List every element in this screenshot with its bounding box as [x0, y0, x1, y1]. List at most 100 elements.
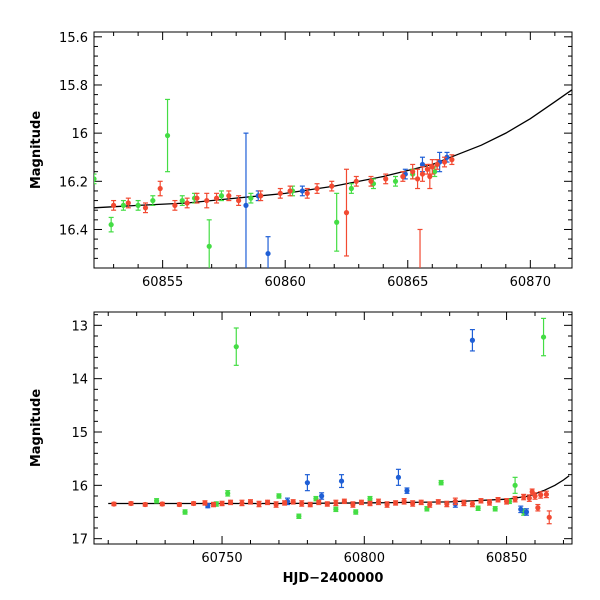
data-point — [210, 501, 217, 508]
data-point — [324, 501, 330, 507]
data-point — [176, 501, 182, 508]
data-point — [334, 219, 340, 225]
data-point — [190, 500, 197, 507]
data-point — [206, 243, 212, 249]
y-tick-label: 17 — [71, 533, 88, 548]
y-tick-label: 16.4 — [59, 223, 88, 238]
data-point — [108, 222, 114, 228]
y-tick-label: 15.8 — [59, 79, 88, 94]
data-point — [239, 500, 245, 506]
data-point — [264, 499, 271, 505]
y-tick-label: 14 — [71, 373, 88, 388]
data-point — [316, 499, 322, 505]
data-point — [523, 509, 530, 515]
data-point — [329, 183, 335, 189]
data-point — [512, 482, 518, 488]
data-point — [142, 501, 148, 508]
data-point — [367, 496, 373, 502]
data-point — [419, 171, 426, 177]
data-point — [258, 193, 264, 199]
data-point — [287, 188, 293, 194]
data-point — [478, 498, 484, 504]
data-point — [475, 505, 481, 511]
data-point — [304, 480, 310, 486]
data-point — [247, 499, 254, 505]
data-point — [125, 200, 131, 206]
data-point — [521, 494, 527, 500]
series-1 — [153, 317, 547, 520]
data-point — [159, 501, 165, 507]
data-point — [540, 334, 547, 340]
data-point — [243, 202, 249, 208]
y-tick-label: 16 — [71, 479, 88, 494]
data-point — [503, 498, 510, 504]
data-point — [338, 478, 345, 484]
data-point — [182, 509, 188, 515]
data-point — [424, 166, 430, 172]
data-point — [333, 506, 339, 512]
data-point — [432, 169, 438, 175]
x-tick-label: 60800 — [344, 551, 385, 566]
data-point — [395, 474, 402, 480]
data-point — [319, 493, 325, 499]
data-point — [404, 488, 410, 494]
data-point — [172, 202, 178, 208]
data-point — [435, 499, 441, 505]
plot-area — [108, 317, 570, 525]
data-point — [236, 197, 242, 204]
data-point — [368, 178, 374, 184]
data-point — [204, 197, 210, 204]
data-point — [226, 193, 232, 199]
data-point — [348, 185, 354, 192]
x-tick-label: 60865 — [387, 275, 428, 290]
data-point — [135, 202, 141, 208]
data-point — [277, 190, 283, 196]
data-point — [213, 195, 220, 201]
data-point — [179, 197, 185, 204]
data-point — [427, 173, 433, 180]
data-point — [410, 169, 416, 175]
data-point — [529, 489, 535, 495]
y-tick-label: 13 — [71, 319, 88, 334]
data-point — [248, 195, 254, 201]
series-1 — [94, 98, 438, 268]
plot-frame — [93, 311, 573, 545]
data-point — [512, 496, 518, 502]
data-point — [469, 501, 476, 507]
data-point — [265, 250, 271, 257]
data-point — [461, 500, 467, 506]
data-point — [343, 210, 350, 216]
data-point — [401, 498, 407, 504]
series-3 — [111, 154, 455, 268]
data-point — [273, 501, 279, 508]
plot-area — [94, 89, 572, 268]
y-tick-label: 16 — [71, 127, 88, 142]
data-point — [233, 344, 239, 350]
data-point — [350, 501, 356, 508]
data-point — [538, 492, 544, 498]
data-point — [94, 176, 97, 182]
data-point — [307, 501, 313, 508]
data-point — [449, 157, 455, 163]
data-point — [375, 499, 382, 505]
data-point — [227, 499, 234, 505]
data-point — [486, 499, 493, 505]
data-point — [535, 505, 541, 511]
data-point — [111, 501, 117, 507]
x-axis-title: HJD−2400000 — [283, 571, 384, 586]
x-tick-label: 60855 — [142, 275, 183, 290]
data-point — [219, 500, 225, 507]
data-point — [282, 500, 288, 506]
data-point — [353, 178, 359, 184]
y-tick-label: 16.2 — [59, 175, 88, 190]
data-point — [392, 500, 399, 506]
data-point — [434, 161, 440, 168]
data-point — [353, 509, 359, 515]
data-point — [383, 176, 389, 182]
data-point — [164, 132, 171, 139]
data-point — [546, 514, 552, 520]
data-point — [202, 500, 208, 506]
panel-1: 60855 60860 60865 60870 15.6 15.8 16 16.2 16.4 Ma… — [29, 31, 573, 290]
data-point — [314, 185, 320, 192]
data-point — [419, 161, 426, 168]
